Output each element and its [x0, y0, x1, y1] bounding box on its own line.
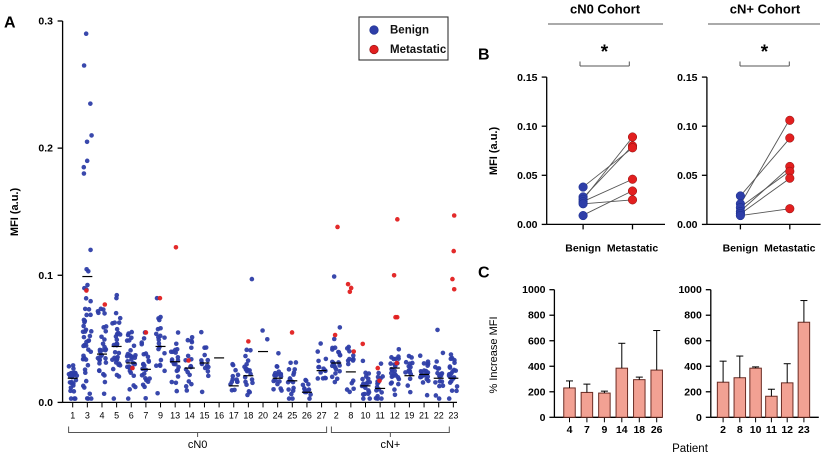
- svg-text:0.3: 0.3: [38, 16, 53, 28]
- svg-text:cN0: cN0: [188, 439, 208, 451]
- svg-text:6: 6: [129, 410, 134, 420]
- svg-text:27: 27: [317, 410, 327, 420]
- svg-text:*: *: [761, 42, 769, 63]
- svg-text:14: 14: [616, 424, 628, 436]
- svg-text:0.15: 0.15: [677, 72, 698, 84]
- svg-text:12: 12: [390, 410, 400, 420]
- svg-text:10: 10: [750, 424, 762, 436]
- svg-text:3: 3: [85, 410, 90, 420]
- svg-text:18: 18: [633, 424, 645, 436]
- svg-text:25: 25: [287, 410, 297, 420]
- svg-text:Metastatic: Metastatic: [390, 44, 447, 56]
- svg-text:600: 600: [684, 335, 702, 347]
- svg-text:600: 600: [528, 335, 546, 347]
- svg-text:16: 16: [214, 410, 224, 420]
- svg-text:0: 0: [696, 412, 702, 424]
- svg-text:19: 19: [404, 410, 414, 420]
- svg-text:0.15: 0.15: [517, 72, 538, 84]
- svg-text:26: 26: [302, 410, 312, 420]
- svg-text:23: 23: [798, 424, 810, 436]
- svg-text:B: B: [478, 47, 490, 64]
- svg-text:11: 11: [375, 410, 384, 420]
- svg-text:1000: 1000: [522, 284, 546, 296]
- svg-text:9: 9: [601, 424, 607, 436]
- svg-text:200: 200: [528, 386, 546, 398]
- svg-text:17: 17: [229, 410, 239, 420]
- svg-text:A: A: [4, 15, 16, 32]
- svg-text:0.05: 0.05: [677, 170, 698, 182]
- svg-text:0.2: 0.2: [38, 143, 53, 155]
- svg-text:8: 8: [737, 424, 743, 436]
- svg-text:21: 21: [419, 410, 429, 420]
- svg-text:MFI (a.u.): MFI (a.u.): [488, 127, 500, 176]
- svg-text:0.1: 0.1: [38, 270, 53, 282]
- svg-text:Benign: Benign: [565, 243, 601, 255]
- svg-text:Patient: Patient: [672, 443, 709, 455]
- svg-text:200: 200: [684, 386, 702, 398]
- svg-text:4: 4: [567, 424, 573, 436]
- svg-text:15: 15: [199, 410, 209, 420]
- svg-text:cN0 Cohort: cN0 Cohort: [570, 2, 641, 17]
- svg-text:20: 20: [258, 410, 268, 420]
- svg-text:Benign: Benign: [723, 243, 759, 255]
- svg-text:10: 10: [360, 410, 370, 420]
- svg-text:22: 22: [434, 410, 444, 420]
- svg-text:800: 800: [684, 310, 702, 322]
- svg-text:0.00: 0.00: [517, 219, 538, 231]
- svg-text:*: *: [601, 42, 609, 63]
- svg-text:cN+ Cohort: cN+ Cohort: [730, 2, 801, 17]
- svg-text:2: 2: [334, 410, 339, 420]
- svg-text:24: 24: [273, 410, 283, 420]
- svg-text:2: 2: [720, 424, 726, 436]
- svg-text:400: 400: [528, 361, 546, 373]
- svg-text:1: 1: [70, 410, 75, 420]
- svg-text:13: 13: [170, 410, 180, 420]
- svg-text:400: 400: [684, 361, 702, 373]
- svg-text:0.00: 0.00: [677, 219, 698, 231]
- svg-text:C: C: [478, 265, 490, 282]
- svg-text:1000: 1000: [678, 284, 702, 296]
- svg-text:4: 4: [99, 410, 104, 420]
- svg-text:% Increase MFI: % Increase MFI: [488, 316, 500, 393]
- svg-text:0: 0: [540, 412, 546, 424]
- svg-text:9: 9: [158, 410, 163, 420]
- svg-text:5: 5: [114, 410, 119, 420]
- svg-text:23: 23: [448, 410, 458, 420]
- svg-text:0.0: 0.0: [38, 397, 53, 409]
- svg-text:cN+: cN+: [380, 439, 400, 451]
- svg-text:0.05: 0.05: [517, 170, 538, 182]
- svg-text:0.10: 0.10: [517, 121, 538, 133]
- svg-text:11: 11: [766, 424, 777, 436]
- svg-text:14: 14: [185, 410, 195, 420]
- svg-text:26: 26: [651, 424, 663, 436]
- svg-text:Metastatic: Metastatic: [607, 243, 659, 255]
- svg-text:Benign: Benign: [390, 25, 429, 37]
- svg-text:7: 7: [143, 410, 148, 420]
- svg-text:Metastatic: Metastatic: [764, 243, 816, 255]
- svg-text:0.10: 0.10: [677, 121, 698, 133]
- svg-text:18: 18: [243, 410, 253, 420]
- svg-text:800: 800: [528, 310, 546, 322]
- svg-text:7: 7: [584, 424, 590, 436]
- svg-text:MFI (a.u.): MFI (a.u.): [9, 188, 21, 237]
- svg-text:8: 8: [348, 410, 353, 420]
- svg-text:12: 12: [781, 424, 793, 436]
